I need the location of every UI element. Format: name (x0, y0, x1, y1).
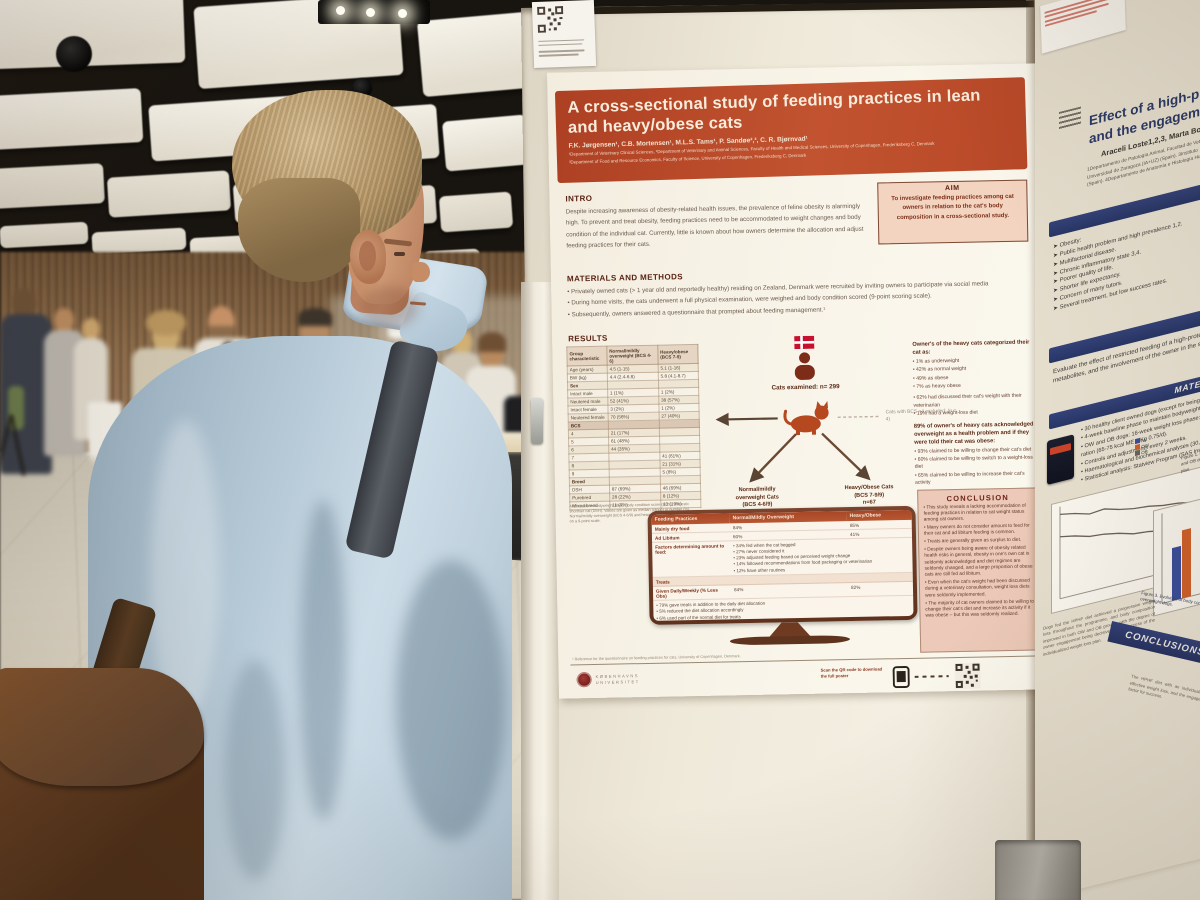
qr-info-sheet (531, 0, 597, 69)
floor-shadow (138, 630, 234, 646)
monitor-screen: Feeding Practices Normal/Mildly Overweig… (651, 509, 914, 621)
aim-heading: AIM (944, 184, 960, 193)
bright-screen (388, 286, 436, 338)
ceiling-speaker (352, 78, 372, 98)
ceiling-light (398, 9, 407, 18)
qr-code-icon (537, 6, 564, 33)
results-table-wrap: Group characteristic Normal/mildly overwe… (566, 344, 701, 511)
owners-heading: Owner's of the heavy cats categorized th… (912, 339, 1030, 356)
feed-factors-list: • 34% fed when the cat begged • 27% never… (730, 537, 913, 577)
list-item: • 65% claimed to be willing to increase … (914, 470, 1025, 486)
conclusion-heading: CONCLUSION (946, 492, 1010, 504)
notice-sheet (1040, 0, 1126, 54)
list-item: • This study reveals a lacking accommoda… (923, 503, 1026, 523)
list-item: • 62% had discussed their cat's weight w… (913, 393, 1022, 409)
monitor-graphic: Feeding Practices Normal/Mildly Overweig… (647, 505, 918, 625)
intro-heading: INTRO (565, 193, 593, 204)
ceiling-panel (316, 103, 440, 167)
cat-icon (783, 400, 829, 436)
white-stack-tall (224, 400, 262, 496)
university-logo: KØBENHAVNS UNIVERSITET (576, 671, 640, 688)
feed-treats-list: • 79% gave treats in addition to the dai… (653, 595, 914, 621)
chart-legend: IW OW OB (1135, 436, 1149, 457)
table-header: Group characteristic (566, 346, 607, 366)
ceiling-panel (232, 176, 342, 224)
owners-sub: • 93% claimed to be willing to change th… (914, 446, 1039, 487)
ceiling-panel (0, 163, 105, 209)
ceiling-light (366, 8, 375, 17)
qr-note: Scan the QR code to download the full po… (820, 666, 883, 679)
conclusion-box: CONCLUSION • This study reveals a lackin… (917, 487, 1042, 653)
feed-row-label: Given Daily/Weekly (% Less Obs) (652, 585, 732, 601)
owners-categories: • 1% as underweight • 42% as normal weigh… (913, 356, 1038, 391)
intro-text: Despite increasing awareness of obesity-… (565, 202, 864, 250)
poster-title-banner: A cross-sectional study of feeding pract… (554, 77, 1028, 184)
ceiling-speaker (56, 36, 92, 72)
data-table: Group characteristic Normal/mildly overwe… (566, 344, 701, 511)
list-item: • 60% claimed to be willing to switch to… (914, 454, 1034, 471)
ceiling-panel (106, 170, 232, 218)
catering-table (340, 452, 546, 562)
group-right-label: Heavy/Obese Cats (BCS 7-9/9) n=67 (844, 484, 894, 506)
list-item: • 7% as heavy obese (913, 382, 961, 390)
flow-arrows (715, 412, 880, 483)
university-name-2: UNIVERSITET (595, 678, 640, 685)
table-header: Heavy/obese (BCS 7-9) (657, 344, 699, 365)
dog-food-bag (1047, 434, 1074, 486)
ceiling-panel (0, 88, 144, 150)
table-header: Normal/mildly overweight (BCS 4-6) (606, 345, 658, 366)
dots-arrow (914, 675, 949, 678)
list-item: • Despite owners being aware of obesity … (924, 545, 1033, 578)
owners-mid: • 62% had discussed their cat's weight w… (913, 393, 1037, 419)
poster-dog-weight-loss: Effect of a high-protein, hig and the en… (1035, 0, 1200, 900)
monitor-stand-base (729, 635, 851, 646)
ceiling-panel (342, 184, 438, 230)
conclusion-list: • This study reveals a lacking accommoda… (923, 503, 1034, 620)
ceiling-panel (441, 114, 531, 172)
list-item: • Many owners do not consider amount to … (923, 523, 1030, 537)
danish-flag-icon (794, 335, 815, 350)
ceiling-panel (91, 227, 187, 255)
ceiling-panel (0, 221, 89, 249)
partition-hinge (531, 398, 543, 444)
poster-title: A cross-sectional study of feeding pract… (567, 86, 981, 137)
feed-value: 82% (847, 581, 914, 598)
list-item: • Even when the cat's weight had been di… (924, 578, 1030, 599)
ceiling-panel (148, 94, 312, 162)
bread-basket (372, 418, 442, 440)
aim-text: To investigate feeding practices among c… (891, 193, 1014, 221)
white-stack-small (88, 402, 122, 456)
ceiling-panel (0, 0, 186, 70)
body-composition-bar-chart (1153, 487, 1200, 617)
institution-logo (1059, 106, 1081, 131)
ceiling-light (336, 6, 345, 15)
ceiling-panel (438, 191, 514, 233)
results-heading: RESULTS (568, 333, 608, 344)
cat-owner-person-icon (794, 352, 815, 380)
university-seal-icon (576, 672, 592, 688)
poster-feeding-practices-cats: A cross-sectional study of feeding pract… (547, 63, 1051, 699)
poster-qr-code-icon (954, 662, 981, 690)
list-item: • 19% had a weight-loss diet (913, 409, 978, 418)
materials-methods-heading: MATERIALS AND METHODS (566, 272, 684, 284)
materials-methods-list: • Privately owned cats (> 1 year old and… (567, 278, 1030, 321)
owners-sub-heading: 89% of owner's of heavy cats acknowledge… (913, 421, 1034, 446)
phone-icon (892, 666, 910, 689)
feed-row-label: Factors determining amount to feed: (652, 540, 731, 578)
feeding-practices-table: Feeding Practices Normal/Mildly Overweig… (651, 509, 914, 621)
aim-box: AIM To investigate feeding practices amo… (877, 179, 1029, 245)
partition-foot (995, 840, 1081, 900)
list-item: • The majority of cat owners claimed to … (925, 599, 1035, 619)
owners-text-block: Owner's of the heavy cats categorized th… (912, 339, 1039, 487)
